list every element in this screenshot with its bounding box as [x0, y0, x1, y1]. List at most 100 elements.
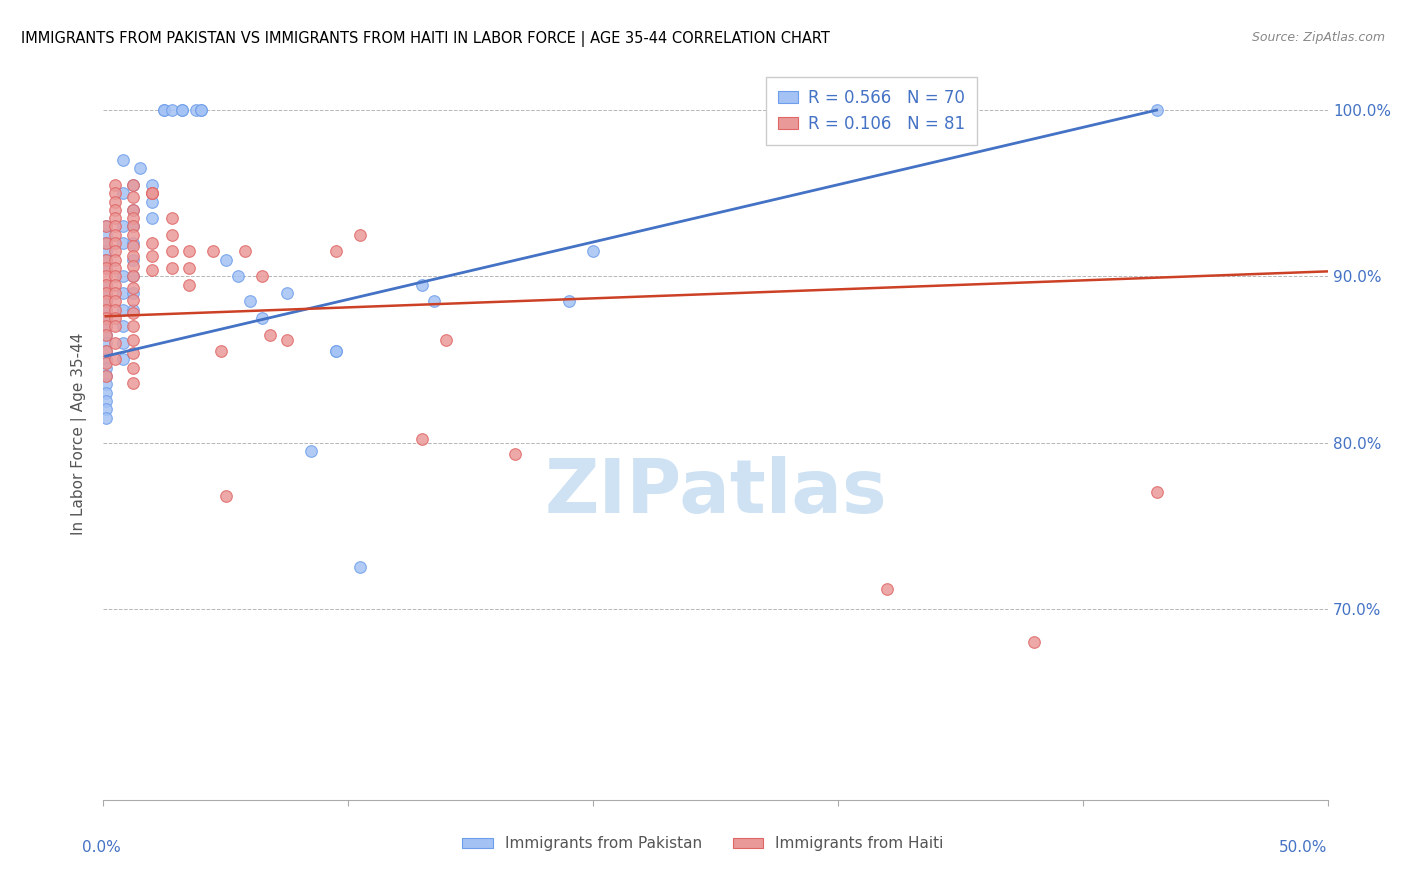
- Point: [94, 319, 117, 334]
- Point: [104, 236, 127, 251]
- Point: [434, 333, 457, 347]
- Point: [190, 103, 212, 117]
- Point: [111, 153, 134, 167]
- Point: [160, 244, 183, 259]
- Point: [121, 252, 143, 267]
- Point: [104, 260, 127, 275]
- Point: [104, 219, 127, 234]
- Point: [94, 327, 117, 342]
- Point: [121, 178, 143, 192]
- Point: [94, 236, 117, 251]
- Point: [141, 178, 163, 192]
- Point: [111, 302, 134, 317]
- Point: [160, 103, 183, 117]
- Point: [94, 377, 117, 392]
- Point: [141, 186, 163, 201]
- Point: [121, 219, 143, 234]
- Point: [121, 376, 143, 390]
- Point: [160, 211, 183, 226]
- Point: [411, 432, 433, 446]
- Point: [301, 444, 323, 458]
- Point: [104, 294, 127, 309]
- Point: [215, 252, 238, 267]
- Point: [170, 103, 193, 117]
- Point: [121, 219, 143, 234]
- Point: [153, 103, 176, 117]
- Point: [411, 277, 433, 292]
- Point: [259, 327, 281, 342]
- Point: [121, 269, 143, 284]
- Point: [121, 239, 143, 253]
- Point: [186, 103, 208, 117]
- Legend: Immigrants from Pakistan, Immigrants from Haiti: Immigrants from Pakistan, Immigrants fro…: [456, 830, 950, 857]
- Point: [141, 194, 163, 209]
- Point: [503, 447, 526, 461]
- Point: [226, 269, 249, 284]
- Point: [94, 310, 117, 325]
- Point: [202, 244, 225, 259]
- Point: [94, 260, 117, 275]
- Point: [94, 352, 117, 367]
- Point: [104, 310, 127, 325]
- Point: [111, 352, 134, 367]
- Point: [111, 236, 134, 251]
- Point: [104, 285, 127, 300]
- Point: [160, 227, 183, 242]
- Point: [276, 285, 298, 300]
- Point: [94, 356, 117, 370]
- Point: [153, 103, 176, 117]
- Point: [94, 244, 117, 259]
- Point: [160, 260, 183, 275]
- Text: Source: ZipAtlas.com: Source: ZipAtlas.com: [1251, 31, 1385, 45]
- Point: [121, 202, 143, 217]
- Point: [94, 319, 117, 334]
- Point: [121, 236, 143, 251]
- Point: [94, 252, 117, 267]
- Point: [94, 252, 117, 267]
- Point: [104, 269, 127, 284]
- Point: [252, 269, 274, 284]
- Point: [94, 310, 117, 325]
- Point: [104, 335, 127, 350]
- Point: [121, 189, 143, 203]
- Point: [111, 285, 134, 300]
- Point: [94, 277, 117, 292]
- Point: [94, 236, 117, 251]
- Point: [94, 269, 117, 284]
- Point: [121, 211, 143, 226]
- Point: [170, 103, 193, 117]
- Point: [121, 319, 143, 334]
- Point: [121, 202, 143, 217]
- Point: [94, 369, 117, 384]
- Point: [141, 186, 163, 201]
- Point: [111, 335, 134, 350]
- Text: 0.0%: 0.0%: [82, 840, 121, 855]
- Point: [104, 227, 127, 242]
- Point: [209, 344, 232, 359]
- Point: [104, 244, 127, 259]
- Point: [94, 360, 117, 375]
- Point: [177, 244, 200, 259]
- Point: [557, 294, 579, 309]
- Point: [141, 211, 163, 226]
- Point: [94, 294, 117, 309]
- Point: [121, 285, 143, 300]
- Point: [104, 186, 127, 201]
- Point: [94, 219, 117, 234]
- Point: [141, 236, 163, 251]
- Point: [104, 178, 127, 192]
- Point: [121, 178, 143, 192]
- Point: [215, 489, 238, 503]
- Point: [349, 560, 371, 574]
- Point: [94, 335, 117, 350]
- Point: [1146, 485, 1168, 500]
- Point: [121, 346, 143, 360]
- Point: [876, 582, 898, 596]
- Point: [121, 293, 143, 307]
- Point: [104, 211, 127, 226]
- Point: [177, 260, 200, 275]
- Point: [325, 344, 347, 359]
- Point: [94, 285, 117, 300]
- Point: [141, 249, 163, 263]
- Point: [582, 244, 605, 259]
